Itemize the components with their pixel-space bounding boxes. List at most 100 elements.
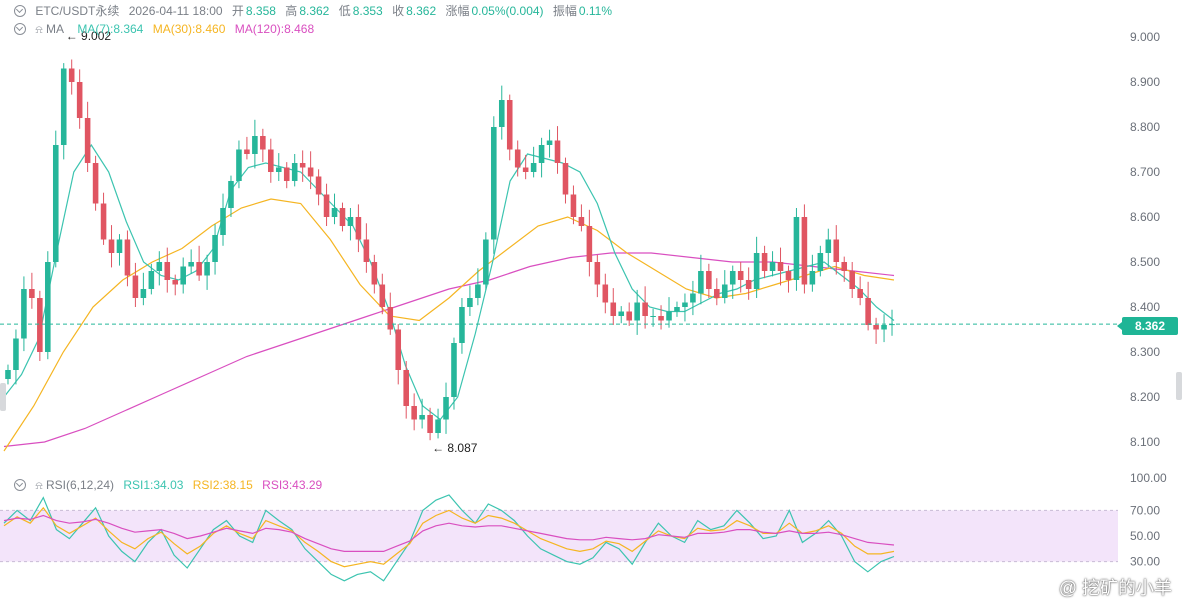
candle-body [801, 217, 808, 285]
candle-body [387, 307, 394, 330]
candle-body [467, 298, 473, 307]
ma7-line [3, 143, 895, 421]
candle-body [809, 271, 816, 285]
candle-body [45, 262, 51, 352]
scroll-left-handle[interactable] [0, 383, 6, 411]
candle-body [793, 217, 800, 280]
last-price-tag: 8.362 [1117, 317, 1178, 335]
candle-body [331, 208, 338, 217]
time-label: 2026-04-11 18:00 [128, 4, 223, 18]
rsi-tick: 70.00 [1130, 503, 1160, 517]
open-value: 8.358 [245, 4, 276, 18]
candle-body [172, 280, 179, 285]
price-tick: 8.400 [1130, 300, 1160, 314]
high-marker: ← 9.002 [66, 29, 112, 43]
rsi-grid [0, 509, 1118, 563]
candle-body [658, 316, 664, 321]
candle-body [347, 217, 354, 226]
candle-body [5, 370, 11, 379]
candle-body [140, 289, 147, 298]
collapse-icon[interactable] [14, 479, 26, 491]
candle-body [514, 149, 521, 168]
collapse-icon[interactable] [14, 5, 26, 17]
price-tick: 8.600 [1130, 210, 1160, 224]
candle-body [37, 298, 43, 352]
candle-body [236, 149, 242, 181]
candle-body [451, 343, 457, 397]
candle-body [29, 289, 35, 298]
ma-name[interactable]: MA [45, 22, 64, 36]
rsi-tick: 100.00 [1130, 471, 1167, 485]
candle-body [498, 100, 505, 127]
candle-body [108, 239, 115, 253]
candle-body [21, 289, 27, 339]
candle-body [76, 82, 83, 118]
candle-body [260, 136, 266, 150]
candle-body [13, 338, 19, 370]
candle-body [228, 181, 234, 208]
alert-bell-icon[interactable]: ⍾ [35, 480, 43, 492]
candle-body [530, 163, 537, 172]
change-label: 涨幅 [445, 4, 470, 18]
candle-body [777, 262, 784, 271]
ma120-line [3, 252, 895, 448]
watermark: @ 挖矿的小羊 [1058, 578, 1172, 598]
collapse-icon[interactable] [14, 23, 26, 35]
candle-body [315, 176, 322, 195]
rsi-line-rsi1 [3, 494, 895, 582]
candle-body [745, 280, 752, 289]
candle-body [586, 226, 593, 262]
scroll-right-handle[interactable] [1176, 372, 1182, 400]
change-value: 0.05%(0.004) [471, 4, 544, 18]
candle-body [721, 284, 728, 298]
candle-body [435, 419, 441, 433]
candle-body [546, 140, 553, 145]
candle-body [698, 271, 704, 294]
ohlc-header: ETC/USDT永续 2026-04-11 18:00 开 8.358 高 8.36… [14, 3, 618, 19]
candle-body [817, 253, 824, 271]
price-axis: 9.000 8.900 8.800 8.700 8.600 8.500 8.400 8.300… [1130, 30, 1160, 449]
rsi1-legend: RSI1:34.03 [123, 478, 184, 492]
candle-body [562, 163, 569, 195]
low-value: 8.353 [352, 4, 383, 18]
candle-body [554, 140, 561, 163]
candle-body [323, 194, 330, 217]
candle-body [116, 239, 123, 253]
candle-body [244, 149, 250, 154]
candle-body [610, 302, 617, 316]
candle-body [124, 239, 131, 276]
candle-body [666, 311, 672, 321]
rsi-tick: 30.00 [1130, 555, 1160, 569]
candle-body [849, 271, 855, 289]
high-value: 8.362 [299, 4, 330, 18]
candle-body [873, 325, 879, 330]
candle-body [491, 127, 497, 240]
alert-bell-icon[interactable]: ⍾ [35, 24, 43, 36]
candle-body [753, 253, 760, 289]
rsi-axis: 100.00 70.00 50.00 30.00 [1130, 471, 1167, 569]
price-tick: 8.700 [1130, 165, 1160, 179]
candle-body [857, 289, 863, 298]
candle-body [220, 208, 226, 235]
candle-body [833, 239, 840, 262]
candle-body [148, 271, 155, 289]
candle-body [522, 167, 529, 172]
candle-body [371, 262, 378, 285]
annotations: ← 9.002 ← 8.087 [0, 29, 1120, 455]
rsi-name[interactable]: RSI(6,12,24) [45, 478, 115, 492]
candle-body [132, 275, 139, 298]
low-marker: ← 8.087 [432, 441, 478, 455]
candle-body [650, 316, 656, 317]
candle-body [164, 262, 171, 280]
candle-body [268, 149, 274, 172]
rsi-lines [3, 494, 895, 582]
price-tick: 8.300 [1130, 345, 1160, 359]
candle-body [881, 325, 887, 330]
candle-body [363, 239, 370, 262]
rsi-band [0, 510, 1118, 562]
candle-body [84, 118, 91, 163]
low-label: 低 [338, 4, 351, 18]
price-tick: 8.100 [1130, 435, 1160, 449]
candle-body [411, 406, 417, 420]
